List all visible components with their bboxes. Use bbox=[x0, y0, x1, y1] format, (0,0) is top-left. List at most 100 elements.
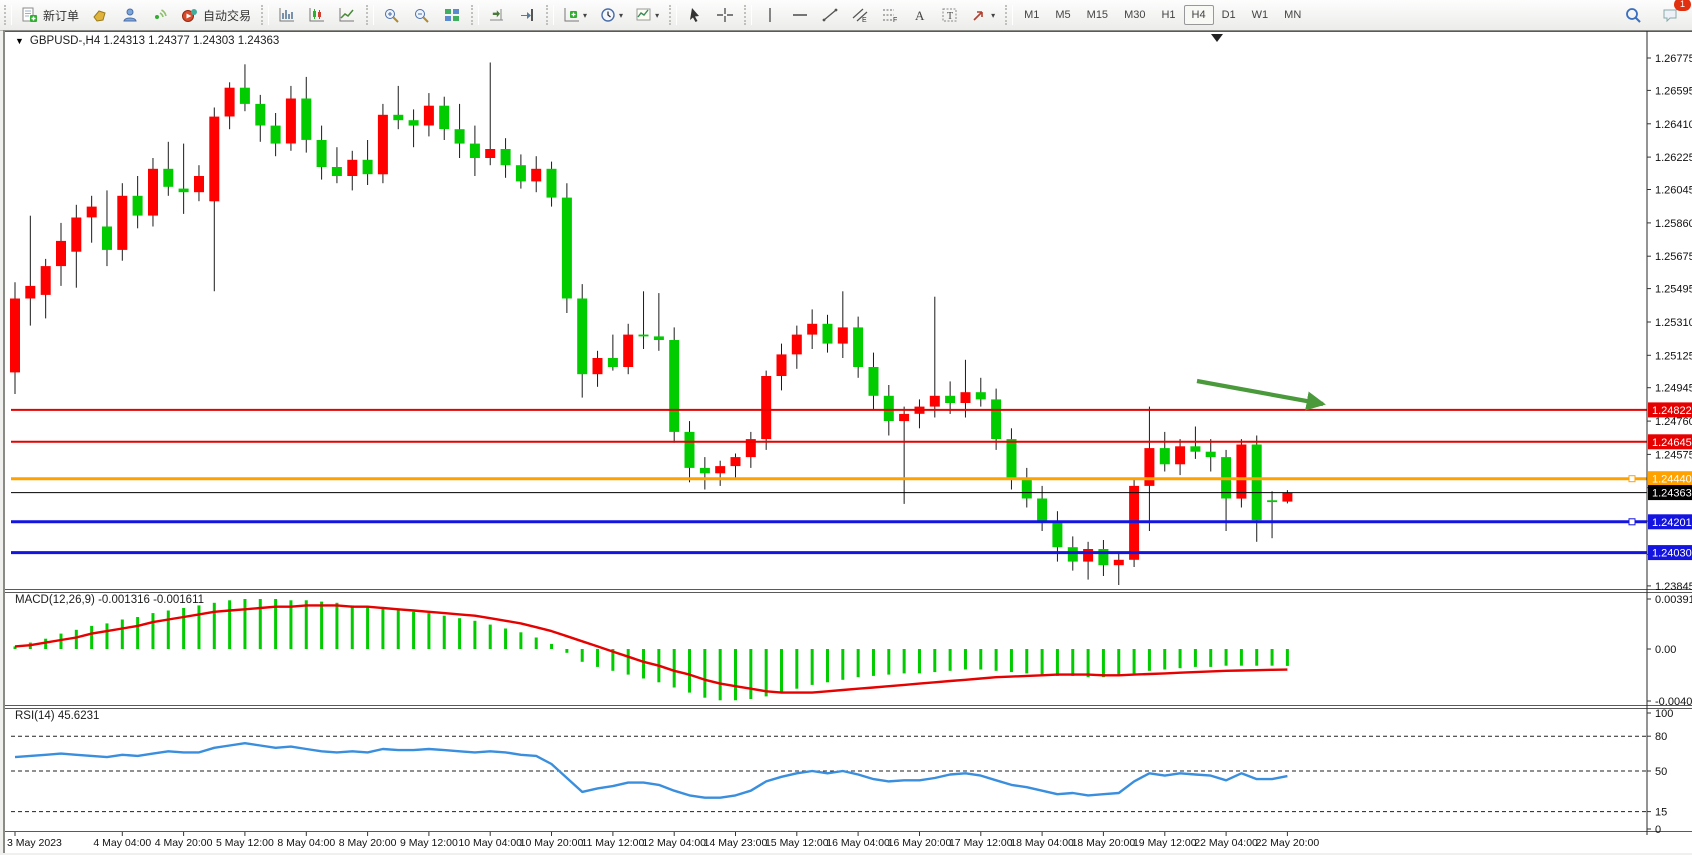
rsi-indicator-label: RSI(14) 45.6231 bbox=[15, 710, 100, 722]
timeframe-m1-button[interactable]: M1 bbox=[1024, 9, 1040, 21]
metaeditor-button[interactable] bbox=[85, 2, 115, 28]
auto-trading-button[interactable]: 自动交易 bbox=[175, 2, 257, 28]
notifications-button[interactable]: 1 bbox=[1656, 0, 1691, 28]
hline-objects bbox=[11, 408, 1647, 555]
toolbar-grip bbox=[744, 5, 753, 25]
text-tool-button[interactable]: A bbox=[905, 2, 935, 28]
timeframe-mn-button[interactable]: MN bbox=[1284, 9, 1302, 21]
candle-body bbox=[531, 168, 542, 182]
timeframe-m5-button[interactable]: M5 bbox=[1055, 9, 1071, 21]
profile-button[interactable] bbox=[115, 2, 145, 28]
indicators-button[interactable]: ▾ bbox=[557, 2, 593, 28]
templates-button[interactable]: ▾ bbox=[629, 2, 665, 28]
search-button[interactable] bbox=[1618, 2, 1648, 28]
candle-body bbox=[316, 140, 327, 167]
zoom-out-button[interactable] bbox=[407, 2, 437, 28]
zoom-in-button[interactable] bbox=[377, 2, 407, 28]
trendline-tool-button[interactable] bbox=[815, 2, 845, 28]
crosshair-tool-button[interactable] bbox=[710, 2, 740, 28]
line-chart-mode-button[interactable] bbox=[332, 2, 362, 28]
timeframe-m15-button[interactable]: M15 bbox=[1086, 9, 1109, 21]
chart-shift-marker[interactable] bbox=[1211, 34, 1223, 42]
svg-text:0.00: 0.00 bbox=[1655, 644, 1676, 656]
symbol-ohlc-label: GBPUSD-,H4 1.24313 1.24377 1.24303 1.243… bbox=[29, 35, 280, 47]
zoom-out-icon bbox=[413, 7, 431, 23]
timeframe-d1-button[interactable]: D1 bbox=[1221, 9, 1236, 21]
candle-body bbox=[163, 168, 174, 187]
cursor-tool-icon bbox=[686, 7, 704, 23]
horizontal-line-tool-button[interactable] bbox=[785, 2, 815, 28]
candle-body bbox=[1282, 492, 1293, 502]
candle-body bbox=[71, 217, 82, 252]
cursor-tool-button[interactable] bbox=[680, 2, 710, 28]
signals-icon bbox=[151, 7, 169, 23]
tile-windows-button[interactable] bbox=[437, 2, 467, 28]
new-order-button[interactable]: 新订单 bbox=[15, 2, 85, 28]
periods-button[interactable]: ▾ bbox=[593, 2, 629, 28]
candle-body bbox=[1267, 500, 1278, 503]
timeframe-w1-button[interactable]: W1 bbox=[1251, 9, 1269, 21]
svg-text:15 May 12:00: 15 May 12:00 bbox=[765, 837, 829, 849]
svg-text:50: 50 bbox=[1655, 766, 1667, 778]
line-handle[interactable] bbox=[1628, 518, 1636, 526]
svg-text:1.24030: 1.24030 bbox=[1652, 548, 1692, 560]
candle-body bbox=[1098, 549, 1109, 566]
svg-text:1.24440: 1.24440 bbox=[1652, 474, 1692, 486]
candle-body bbox=[837, 327, 848, 344]
arrows-tool-button[interactable]: ▾ bbox=[965, 2, 1001, 28]
candle-body bbox=[653, 336, 664, 340]
candle-body bbox=[592, 358, 603, 375]
candle-body bbox=[761, 376, 772, 440]
toolbar-grip bbox=[1005, 5, 1014, 25]
price-tags: 1.24822 1.24645 1.24440 1.24363 1.24201 1.240… bbox=[1648, 402, 1692, 561]
candle-body bbox=[377, 114, 388, 175]
timeframe-m30-button[interactable]: M30 bbox=[1124, 9, 1146, 21]
candle-body bbox=[270, 125, 281, 144]
svg-text:18 May 04:00: 18 May 04:00 bbox=[1010, 837, 1074, 849]
fibonacci-tool-button[interactable]: F bbox=[875, 2, 905, 28]
vertical-line-tool-button[interactable] bbox=[755, 2, 785, 28]
candle-body bbox=[500, 149, 511, 166]
rsi-line bbox=[14, 742, 1288, 799]
chart-symbol-title[interactable]: ▼ GBPUSD-,H4 1.24313 1.24377 1.24303 1.2… bbox=[15, 35, 279, 47]
toolbar-grip bbox=[546, 5, 555, 25]
chart-shift-icon bbox=[518, 7, 536, 23]
candle-chart-mode-button[interactable] bbox=[302, 2, 332, 28]
candle-body bbox=[1113, 559, 1124, 566]
svg-text:10 May 20:00: 10 May 20:00 bbox=[520, 837, 584, 849]
svg-text:1.26225: 1.26225 bbox=[1655, 152, 1692, 164]
bar-chart-mode-button[interactable] bbox=[272, 2, 302, 28]
templates-icon bbox=[635, 7, 653, 23]
profile-icon bbox=[121, 7, 139, 23]
svg-text:1.25675: 1.25675 bbox=[1655, 251, 1692, 263]
candle-body bbox=[1083, 549, 1094, 562]
svg-text:0.003914: 0.003914 bbox=[1655, 594, 1692, 606]
candle-body bbox=[1037, 498, 1048, 522]
candle-body bbox=[975, 392, 986, 400]
macd-signal-line bbox=[14, 604, 1288, 694]
equidistant-channel-tool-button[interactable]: E bbox=[845, 2, 875, 28]
timeframe-h4-button[interactable]: H4 bbox=[1183, 5, 1214, 25]
candle-body bbox=[10, 298, 20, 373]
text-label-tool-button[interactable]: T bbox=[935, 2, 965, 28]
macd-indicator-label: MACD(12,26,9) -0.001316 -0.001611 bbox=[15, 594, 205, 606]
candle-body bbox=[715, 466, 726, 474]
line-handle[interactable] bbox=[1628, 475, 1636, 483]
chart-shift-button[interactable] bbox=[512, 2, 542, 28]
candle-body bbox=[285, 98, 296, 144]
svg-text:4 May 04:00: 4 May 04:00 bbox=[93, 837, 151, 849]
signals-button[interactable] bbox=[145, 2, 175, 28]
svg-text:3 May 2023: 3 May 2023 bbox=[7, 837, 62, 849]
auto-scroll-button[interactable] bbox=[482, 2, 512, 28]
panel-separators[interactable] bbox=[5, 31, 1692, 832]
candle-body bbox=[945, 395, 956, 403]
candle-chart-mode-icon bbox=[308, 7, 326, 23]
arrow-annotation[interactable] bbox=[1196, 378, 1326, 411]
candle-body bbox=[423, 105, 434, 126]
svg-text:T: T bbox=[947, 11, 953, 22]
timeframe-h1-button[interactable]: H1 bbox=[1161, 9, 1176, 21]
candle-body bbox=[1067, 547, 1078, 562]
auto-scroll-icon bbox=[488, 7, 506, 23]
candle-body bbox=[393, 114, 404, 121]
candle-body bbox=[699, 467, 710, 474]
